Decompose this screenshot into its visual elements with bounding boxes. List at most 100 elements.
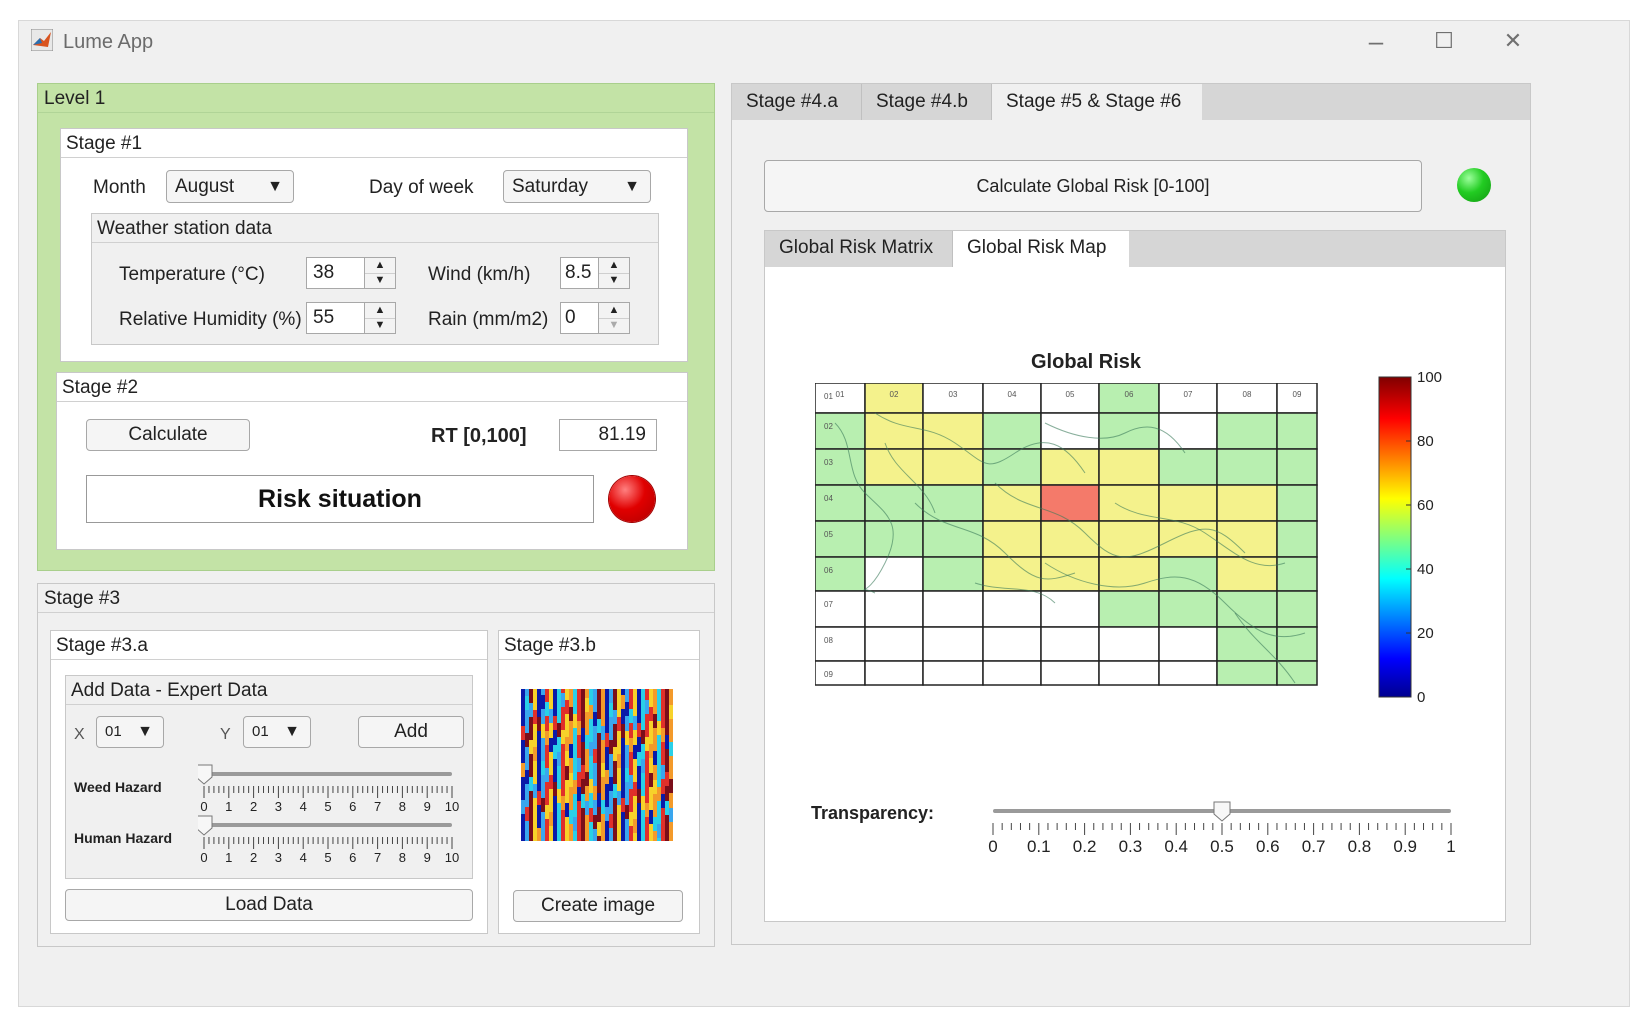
temperature-spinner[interactable]: 38 ▲ ▼	[306, 257, 396, 289]
image-stripe	[629, 689, 634, 841]
tick-label: 8	[399, 799, 406, 814]
stage1-panel: Stage #1 Month August ▼ Day of week Satu…	[60, 128, 688, 362]
tick-label: 0	[988, 837, 997, 856]
stage2-panel: Stage #2 Calculate RT [0,100] 81.19 Risk…	[56, 372, 688, 550]
risk-cell	[815, 660, 866, 686]
image-block	[637, 723, 642, 737]
map-contour	[884, 442, 936, 514]
image-block	[609, 814, 614, 828]
arrow-down-icon[interactable]: ▼	[374, 274, 386, 286]
image-block	[641, 693, 646, 707]
level1-title: Level 1	[44, 88, 106, 109]
risk-cell	[864, 590, 924, 628]
risk-cell	[864, 520, 924, 558]
risk-cell	[922, 448, 984, 486]
risk-cell	[1276, 590, 1318, 628]
tick-label: 7	[374, 850, 381, 865]
wind-value: 8.5	[565, 262, 592, 283]
image-block	[577, 787, 582, 801]
arrow-up-icon[interactable]: ▲	[599, 258, 629, 274]
risk-cell	[864, 626, 924, 662]
wind-spinner[interactable]: 8.5 ▲ ▼	[560, 257, 630, 289]
image-block	[545, 768, 550, 782]
image-block	[653, 751, 658, 765]
image-stripe	[589, 689, 594, 841]
month-dropdown[interactable]: August ▼	[166, 170, 294, 203]
weed-hazard-slider[interactable]: 0 1 2 3 4 5 6 7 8 9 10	[198, 762, 460, 818]
calculate-global-risk-button[interactable]: Calculate Global Risk [0-100]	[764, 160, 1422, 212]
x-value: 01	[105, 723, 122, 740]
image-stripe	[645, 689, 650, 841]
tick-label: 3	[275, 799, 282, 814]
risk-cell	[1040, 520, 1100, 558]
risk-cell	[864, 484, 924, 522]
close-icon[interactable]: ✕	[1503, 28, 1523, 53]
image-stripe	[533, 689, 538, 841]
tab-global-risk-map[interactable]: Global Risk Map	[953, 231, 1129, 268]
arrow-down-icon[interactable]: ▼	[374, 319, 386, 331]
risk-cell	[1098, 660, 1160, 686]
image-block	[565, 737, 570, 751]
weed-hazard-label: Weed Hazard	[74, 779, 162, 795]
tab-stage-5-6[interactable]: Stage #5 & Stage #6	[992, 84, 1202, 121]
image-block	[593, 786, 598, 800]
add-button[interactable]: Add	[358, 716, 464, 748]
grid-row-label: 09	[824, 670, 833, 679]
chevron-down-icon: ▼	[624, 178, 640, 195]
risk-cell	[1158, 556, 1218, 592]
y-dropdown[interactable]: 01 ▼	[243, 716, 311, 748]
risk-cell	[1216, 660, 1278, 686]
arrow-up-icon[interactable]: ▲	[599, 303, 629, 319]
transparency-slider[interactable]: 0 0.1 0.2 0.3 0.4 0.5 0.6 0.7 0.8 0.9 1	[983, 795, 1463, 857]
humidity-spinner[interactable]: 55 ▲ ▼	[306, 302, 396, 334]
risk-cell	[1276, 412, 1318, 450]
create-image-button[interactable]: Create image	[513, 890, 683, 922]
tick-label: 1	[225, 850, 232, 865]
arrow-down-icon[interactable]: ▼	[608, 274, 620, 286]
tick-label: 4	[300, 799, 307, 814]
image-block	[557, 752, 562, 766]
wind-label: Wind (km/h)	[428, 264, 531, 285]
image-block	[525, 733, 530, 747]
rain-spinner[interactable]: 0 ▲ ▼	[560, 302, 630, 334]
title-bar: Lume App – ☐ ✕	[19, 21, 1629, 63]
image-stripe	[585, 689, 590, 841]
human-hazard-slider[interactable]: 0 1 2 3 4 5 6 7 8 9 10	[198, 813, 460, 869]
image-block	[553, 745, 558, 759]
map-contour	[1044, 422, 1186, 454]
load-data-button[interactable]: Load Data	[65, 889, 473, 921]
image-block	[641, 759, 646, 773]
image-block	[549, 775, 554, 789]
risk-cell	[864, 412, 924, 450]
minimize-icon[interactable]: –	[1368, 26, 1384, 56]
arrow-up-icon[interactable]: ▲	[365, 258, 395, 274]
tab-global-risk-matrix[interactable]: Global Risk Matrix	[765, 231, 953, 267]
image-block	[525, 807, 530, 821]
image-block	[625, 731, 630, 745]
calculate-button[interactable]: Calculate	[86, 419, 250, 451]
tab-stage-4b[interactable]: Stage #4.b	[862, 84, 992, 120]
maximize-icon[interactable]: ☐	[1434, 28, 1454, 53]
image-block	[553, 819, 558, 833]
image-stripe	[613, 689, 618, 841]
rt-value: 81.19	[598, 424, 646, 445]
risk-cell	[922, 412, 984, 450]
image-stripe	[625, 689, 630, 841]
grid-row-label: 04	[824, 494, 833, 503]
tick-label: 10	[445, 799, 459, 814]
image-block	[565, 700, 570, 714]
day-dropdown[interactable]: Saturday ▼	[503, 170, 651, 203]
image-block	[521, 763, 526, 777]
arrow-up-icon[interactable]: ▲	[365, 303, 395, 319]
image-block	[597, 756, 602, 770]
image-block	[609, 740, 614, 754]
day-label: Day of week	[369, 177, 474, 198]
risk-cell	[1158, 520, 1218, 558]
x-dropdown[interactable]: 01 ▼	[96, 716, 164, 748]
stage3b-title: Stage #3.b	[504, 635, 596, 656]
tab-stage-4a[interactable]: Stage #4.a	[732, 84, 862, 120]
image-block	[593, 712, 598, 726]
grid-row-label: 01	[824, 392, 833, 401]
day-value: Saturday	[512, 176, 589, 197]
risk-cell	[1098, 448, 1160, 486]
